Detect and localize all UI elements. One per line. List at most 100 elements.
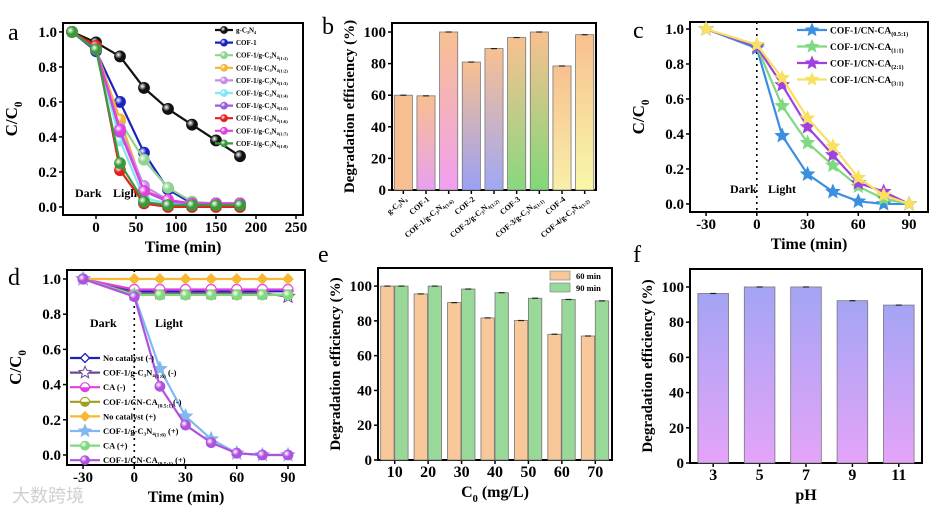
legend-label: COF-1/g-C₃N₄(1:6) (-) <box>103 368 177 381</box>
legend-marker <box>77 365 93 379</box>
legend-label: COF-1/CN-CA(0.5:1) <box>830 26 908 38</box>
bar-90min-50 <box>528 297 543 461</box>
y-tick-label: 60 <box>371 88 386 104</box>
y-tick-label: 100 <box>350 279 373 295</box>
bar <box>836 300 869 464</box>
y-tick-label: 40 <box>669 386 684 402</box>
legend-marker <box>804 55 820 70</box>
bar <box>447 302 462 461</box>
legend-label: No catalyst (-) <box>103 353 154 363</box>
y-tick-label: 60 <box>357 349 372 365</box>
legend-label: COF-1/g-C₃N₄(1:8) <box>236 140 288 149</box>
y-tick-label: 40 <box>371 120 386 136</box>
y-tick-label: 0.6 <box>38 95 57 111</box>
legend-marker <box>804 71 820 86</box>
legend-label-main: COF-1 <box>236 39 257 47</box>
bar <box>513 320 529 461</box>
y-tick-label: 0.2 <box>38 165 57 181</box>
series-3 <box>698 20 917 211</box>
legend-label-main: CA (-) <box>103 382 126 392</box>
legend-item: COF-1/g-C₃N₄(1:1) <box>215 51 288 61</box>
x-category-label-main: g-C₃N₄ <box>385 194 409 216</box>
series-line <box>71 31 240 207</box>
legend-label-main: COF-1/g-C₃N₄ <box>103 368 155 378</box>
x-tick-label: 200 <box>245 220 268 236</box>
y-tick-label: 0.0 <box>38 200 57 216</box>
watermark: 大数跨境 <box>12 486 84 507</box>
legend-swatch <box>549 270 571 281</box>
y-tick-label: 0 <box>379 183 387 199</box>
x-tick-label: 30 <box>178 470 193 486</box>
data-point <box>186 118 198 131</box>
legend-label-tail: (+) <box>173 455 186 465</box>
dark-label: Dark <box>90 316 117 330</box>
panel-label: e <box>318 242 329 268</box>
legend-marker <box>220 26 228 34</box>
bar-4 <box>484 47 504 191</box>
bar <box>507 37 527 191</box>
data-point <box>825 157 841 173</box>
data-point <box>114 157 126 170</box>
x-tick-label: -30 <box>696 217 716 233</box>
panel-label: c <box>633 18 644 44</box>
bar-90min-30 <box>461 288 476 461</box>
y-tick-label: 1.0 <box>42 272 61 288</box>
data-point <box>875 186 892 202</box>
legend-label-main: COF-1/g-C₃N₄ <box>236 115 280 123</box>
y-tick-label: 0.2 <box>42 413 61 429</box>
legend-item: COF-1/g-C₃N₄(1:6) (+) <box>70 423 179 439</box>
legend-marker <box>80 440 90 451</box>
bar <box>427 285 442 461</box>
bar-1 <box>416 95 436 191</box>
y-tick-label: 0 <box>365 453 373 469</box>
data-point <box>138 82 150 94</box>
legend-label-main: COF-1/CN-CA <box>830 76 891 86</box>
legend-label-sub: (0.5:1) <box>158 402 173 409</box>
panel-a: 0.00.20.40.60.81.00 50 100 150 200 250aC/C0Ti… <box>2 20 307 256</box>
legend-marker <box>220 114 228 123</box>
y-axis-label-main: C/C <box>6 356 25 385</box>
x-tick-label: 100 <box>165 220 188 236</box>
y-axis-label: Degradation efficiency (%) <box>342 20 358 193</box>
legend-label-tail: (-) <box>166 368 177 378</box>
bar-90min-70 <box>594 300 610 461</box>
legend-label-sub: (1:6) <box>279 119 289 124</box>
data-point <box>162 103 174 115</box>
x-axis-label-tail: (mg/L) <box>478 484 529 501</box>
y-tick-label: 80 <box>669 315 684 331</box>
legend-item: COF-1/g-C₃N₄(1:8) <box>215 139 288 149</box>
series-4 <box>77 273 294 285</box>
legend-label: COF-1/g-C₃N₄(1:3) <box>236 77 288 86</box>
legend-item: COF-1/CN-CA(0.5:1) (+) <box>70 455 186 468</box>
legend-label-sub: (0.5:1) <box>891 31 908 38</box>
legend-item: 90 min <box>549 282 601 293</box>
data-point <box>114 50 126 63</box>
bar-1 <box>743 286 776 464</box>
y-axis-label-sub: 0 <box>17 350 29 356</box>
panel-f: 0 20 40 60 80 100 f Degradation efficiency (%) p… <box>633 242 923 504</box>
x-tick-label: 60 <box>554 464 570 481</box>
bar <box>393 94 413 191</box>
y-tick-label: 40 <box>357 383 372 399</box>
data-point <box>186 199 198 212</box>
data-point <box>205 273 218 285</box>
legend-label-sub: (2:1) <box>891 64 903 71</box>
data-point <box>154 380 166 392</box>
x-axis-label-main: Time (min) <box>145 239 222 256</box>
legend-label-main: COF-1/g-C₃N₄ <box>236 140 280 148</box>
bar <box>552 65 572 191</box>
x-tick-label: 50 <box>129 220 144 236</box>
legend-label-sub: (1:6) <box>155 432 166 439</box>
data-point <box>179 273 192 285</box>
bar <box>790 286 822 464</box>
y-tick-label: 0.2 <box>665 162 684 178</box>
y-tick-label: 0.4 <box>665 127 684 143</box>
y-axis-label-sub: 0 <box>13 101 25 107</box>
x-tick-label: 3 <box>709 467 717 484</box>
legend-label-main: COF-1/CN-CA <box>830 26 891 36</box>
x-tick-label: 40 <box>487 464 503 481</box>
y-tick-label: 100 <box>662 280 685 296</box>
y-axis-label: Degradation efficiency (%) <box>640 279 656 452</box>
legend-label-main: COF-1/g-C₃N₄ <box>236 64 280 72</box>
y-tick-label: 60 <box>669 350 684 366</box>
